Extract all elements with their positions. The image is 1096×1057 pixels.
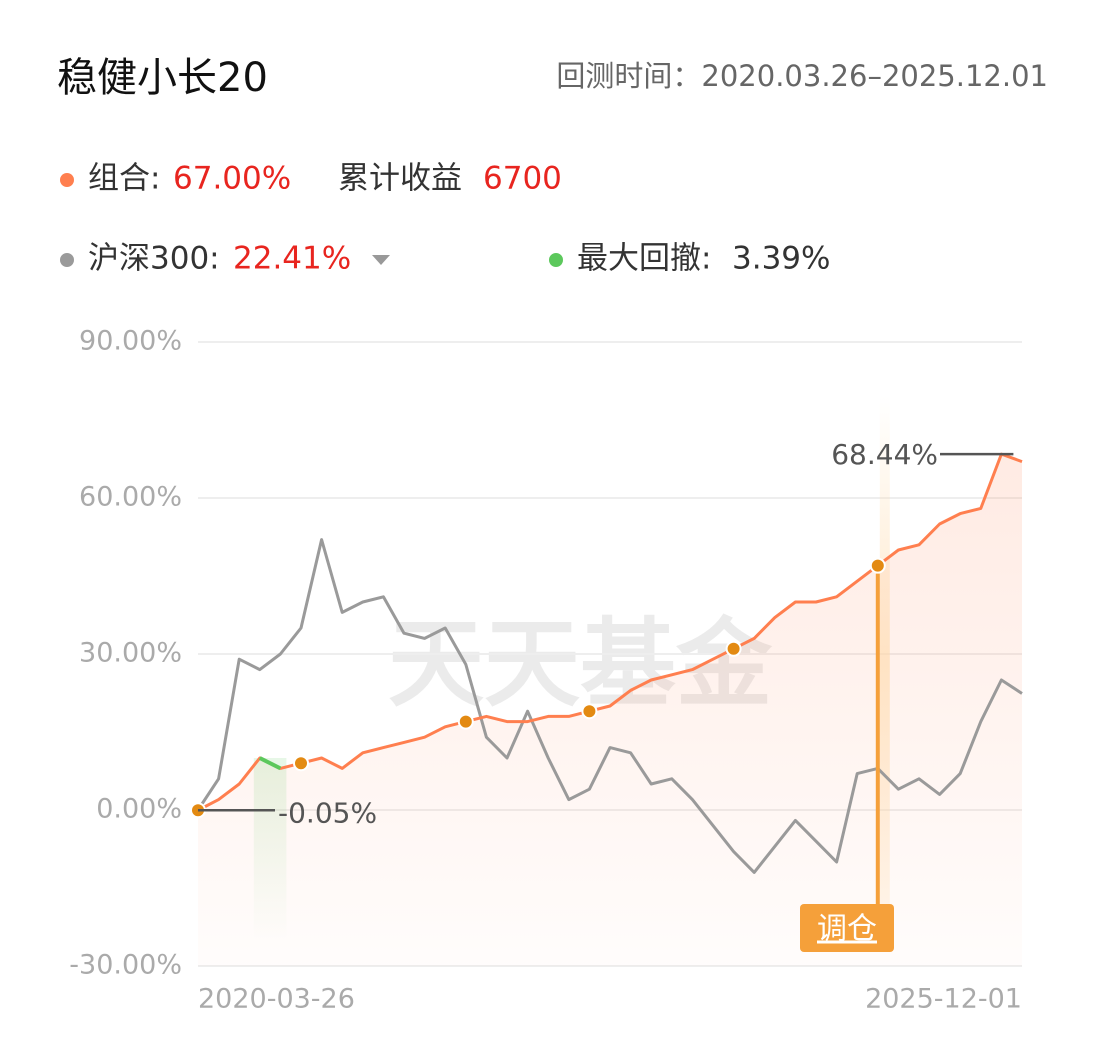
legend-dot bbox=[60, 253, 74, 267]
legend-return: 22.41% bbox=[233, 241, 351, 277]
legend-return: 67.00% bbox=[173, 161, 291, 197]
series-line bbox=[196, 538, 1023, 874]
drawdown-line bbox=[258, 756, 282, 771]
y-tick-label: 90.00% bbox=[79, 326, 182, 357]
legend-dot bbox=[549, 253, 563, 267]
drawdown-label: 最大回撤: bbox=[577, 241, 711, 277]
rebalance-button-label[interactable]: 调仓 bbox=[817, 912, 877, 947]
dropdown-arrow[interactable] bbox=[372, 255, 390, 265]
drawdown-value: 3.39% bbox=[732, 241, 830, 277]
period-label: 回测时间： bbox=[556, 59, 701, 93]
legend-dot bbox=[60, 173, 74, 187]
x-tick-label: 2020-03-26 bbox=[198, 984, 355, 1015]
rebalance-beam bbox=[879, 395, 890, 925]
rebalance-marker bbox=[581, 703, 598, 720]
cumulative-value: 6700 bbox=[483, 161, 562, 197]
rebalance-marker bbox=[293, 755, 309, 772]
period-value: 2020.03.26–2025.12.01 bbox=[701, 59, 1048, 93]
min-label: -0.05% bbox=[278, 796, 377, 829]
drawdown-band bbox=[253, 758, 287, 941]
x-tick-label: 2025-12-01 bbox=[865, 984, 1022, 1015]
series-line bbox=[197, 452, 1023, 812]
legend-name: 沪深300: bbox=[88, 241, 220, 277]
max-label: 68.44% bbox=[831, 438, 938, 471]
rebalance-marker bbox=[725, 640, 742, 657]
area-fill bbox=[198, 454, 1022, 966]
chart-title: 稳健小长20 bbox=[57, 55, 268, 101]
legend: 组合: 67.00% 累计收益 6700 沪深300: 22.41% 最大回撤:… bbox=[60, 161, 830, 277]
y-tick-label: 30.00% bbox=[79, 638, 182, 669]
y-tick-label: -30.00% bbox=[69, 950, 182, 981]
legend-name: 组合: bbox=[88, 161, 160, 197]
y-tick-label: 0.00% bbox=[96, 794, 182, 825]
rebalance-marker bbox=[869, 557, 886, 574]
plot-area: 天天基金90.00%60.00%30.00%0.00%-30.00%2020-0… bbox=[69, 326, 1023, 1015]
period: 回测时间：2020.03.26–2025.12.01 bbox=[556, 59, 1048, 93]
rebalance-button[interactable] bbox=[800, 904, 894, 952]
y-tick-label: 60.00% bbox=[79, 482, 182, 513]
rebalance-marker bbox=[457, 713, 474, 730]
cumulative-label: 累计收益 bbox=[338, 161, 462, 197]
